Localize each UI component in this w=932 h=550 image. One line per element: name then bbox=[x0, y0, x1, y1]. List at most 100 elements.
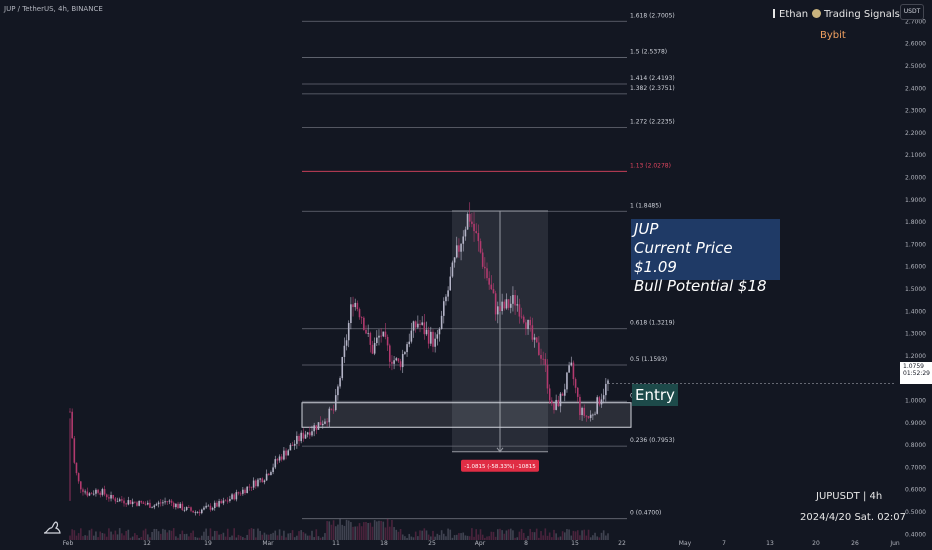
candle-body bbox=[257, 479, 259, 487]
current-price-tag: 1.0759 01:52:29 bbox=[900, 362, 932, 384]
candle-body bbox=[319, 422, 322, 426]
candle-body bbox=[451, 262, 454, 277]
x-axis-tick-label: 19 bbox=[204, 540, 212, 547]
fib-level-label: 0.5 (1.1593) bbox=[630, 356, 667, 363]
volume-bar bbox=[514, 537, 516, 540]
volume-bar bbox=[274, 530, 277, 540]
candle-body bbox=[581, 407, 583, 416]
candle-body bbox=[166, 501, 169, 503]
candle-body bbox=[436, 334, 439, 339]
volume-bar bbox=[479, 529, 482, 540]
volume-bar bbox=[304, 533, 307, 540]
volume-bar bbox=[412, 537, 415, 540]
candle-body bbox=[250, 486, 253, 488]
measure-arrow-head bbox=[496, 447, 504, 453]
y-axis-tick-label: 0.8000 bbox=[905, 442, 926, 449]
volume-bar bbox=[192, 530, 194, 540]
candle-body bbox=[339, 378, 341, 387]
candle-body bbox=[298, 435, 300, 442]
candle-body bbox=[311, 431, 313, 436]
candle-body bbox=[505, 299, 508, 309]
candle-body bbox=[438, 328, 441, 335]
x-axis-tick-label: Feb bbox=[63, 540, 74, 547]
volume-bar bbox=[283, 530, 285, 540]
candle-body bbox=[503, 301, 506, 309]
volume-bar bbox=[153, 528, 156, 540]
volume-bar bbox=[127, 529, 130, 540]
candle-body bbox=[270, 472, 272, 476]
volume-bar bbox=[507, 529, 510, 540]
volume-bar bbox=[300, 530, 302, 540]
y-axis-tick-label: 2.4000 bbox=[905, 85, 926, 92]
candle-body bbox=[140, 500, 143, 503]
chart-title: JUP / TetherUS, 4h, BINANCE bbox=[4, 5, 103, 13]
candle-body bbox=[114, 498, 117, 502]
y-axis-tick-label: 1.8000 bbox=[905, 219, 926, 226]
candle-body bbox=[460, 243, 462, 252]
volume-bar bbox=[181, 530, 184, 540]
y-axis-tick-label: 0.7000 bbox=[905, 464, 926, 471]
volume-bar bbox=[231, 535, 233, 540]
candle-body bbox=[175, 503, 177, 508]
volume-bar bbox=[97, 537, 99, 540]
volume-bar bbox=[449, 529, 452, 540]
bar-countdown: 01:52:29 bbox=[903, 370, 930, 377]
entry-zone-box bbox=[301, 402, 632, 428]
candle-body bbox=[432, 331, 434, 347]
candle-body bbox=[272, 467, 274, 473]
candle-body bbox=[445, 296, 447, 302]
candle-body bbox=[384, 331, 387, 337]
fib-level-label: 1.5 (2.5378) bbox=[630, 49, 667, 56]
volume-bar bbox=[337, 524, 339, 540]
volume-bar bbox=[602, 530, 605, 540]
volume-bar bbox=[473, 536, 475, 540]
candle-body bbox=[105, 494, 108, 498]
candles bbox=[69, 202, 609, 540]
candle-body bbox=[531, 325, 534, 340]
volume-bar bbox=[157, 531, 160, 540]
candle-body bbox=[360, 317, 363, 319]
volume-bar bbox=[142, 530, 145, 540]
x-axis-tick-label: 18 bbox=[380, 540, 388, 547]
candle-body bbox=[179, 503, 181, 509]
candle-body bbox=[574, 379, 577, 388]
candle-body bbox=[334, 395, 337, 411]
quote-currency-badge[interactable]: USDT bbox=[900, 4, 924, 20]
candle-body bbox=[551, 400, 553, 404]
candle-body bbox=[354, 302, 357, 308]
candle-body bbox=[367, 332, 369, 334]
candle-body bbox=[304, 434, 307, 439]
volume-bar bbox=[490, 531, 493, 540]
candle-body bbox=[82, 489, 84, 492]
candle-body bbox=[289, 444, 292, 451]
volume-bar bbox=[272, 532, 274, 540]
candle-body bbox=[492, 289, 495, 294]
volume-bar bbox=[581, 530, 583, 540]
volume-bar bbox=[298, 531, 300, 540]
volume-bar bbox=[347, 520, 350, 540]
candle-body bbox=[170, 500, 173, 503]
candle-body bbox=[259, 478, 261, 480]
volume-bar bbox=[216, 530, 218, 540]
tradingview-logo-icon[interactable] bbox=[42, 520, 62, 534]
candle-body bbox=[73, 438, 76, 463]
volume-bar bbox=[540, 531, 542, 540]
candle-body bbox=[544, 358, 547, 365]
volume-bar bbox=[237, 534, 240, 540]
volume-bar bbox=[114, 530, 117, 540]
volume-bar bbox=[559, 536, 562, 540]
candle-body bbox=[293, 443, 296, 446]
volume-bar bbox=[404, 536, 406, 540]
candle-body bbox=[382, 331, 385, 337]
volume-bar bbox=[313, 537, 315, 540]
candle-body bbox=[313, 425, 315, 432]
volume-bar bbox=[213, 530, 216, 540]
candle-body bbox=[95, 489, 97, 494]
volume-bar bbox=[220, 534, 223, 540]
candle-body bbox=[108, 497, 110, 499]
x-axis-tick-label: 12 bbox=[143, 540, 151, 547]
candle-body bbox=[88, 493, 91, 496]
candle-body bbox=[343, 345, 346, 357]
brand-suffix: Trading Signals bbox=[824, 9, 900, 20]
